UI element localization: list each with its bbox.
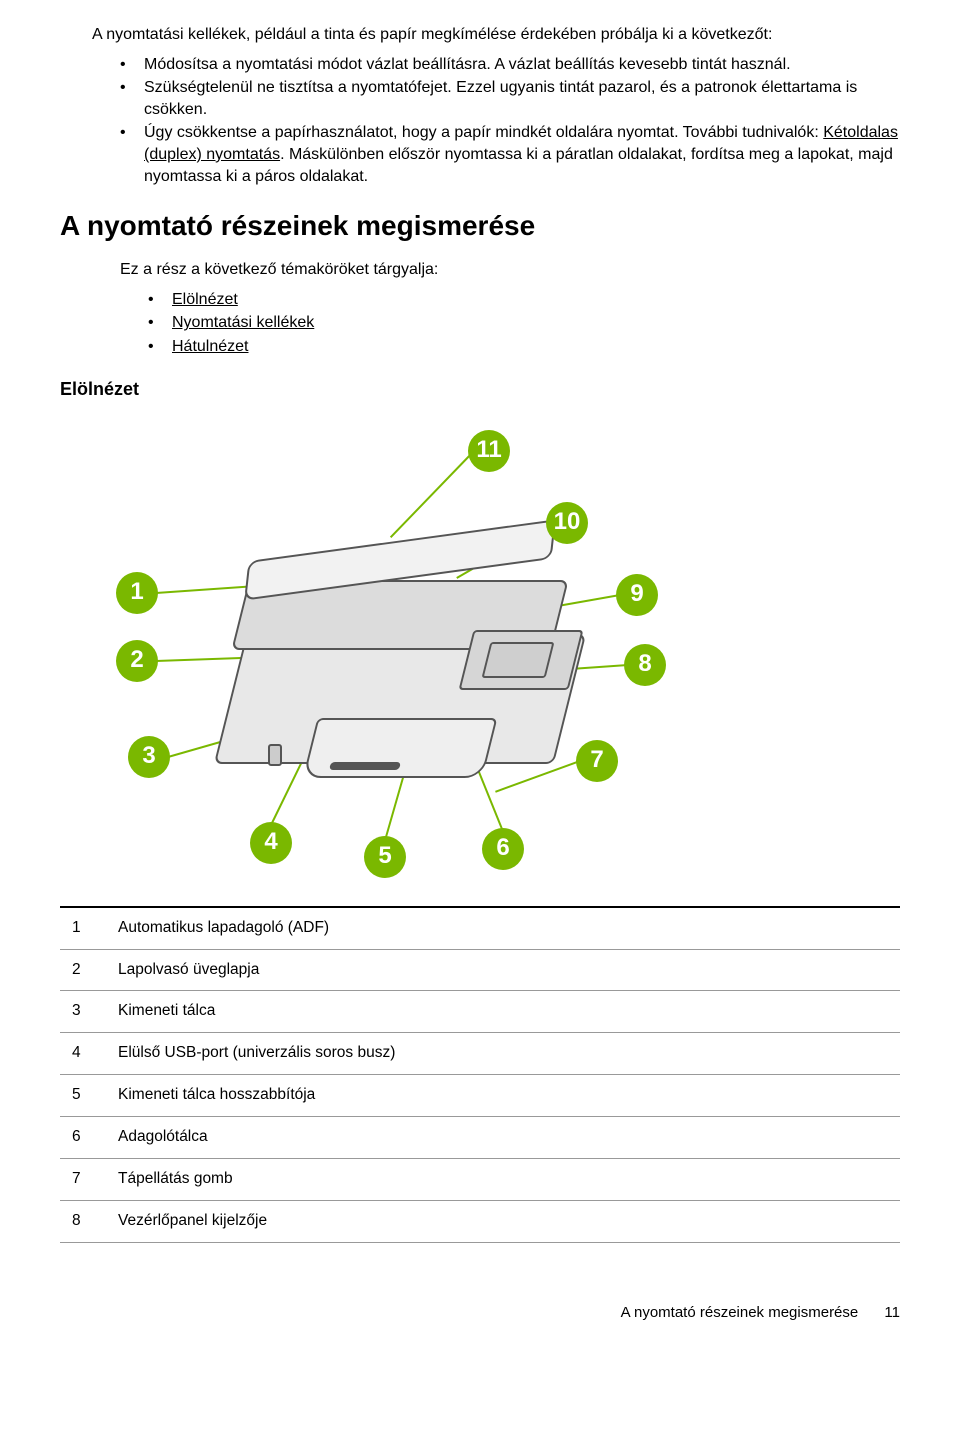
- part-label: Elülső USB-port (univerzális soros busz): [106, 1033, 900, 1075]
- part-label: Adagolótálca: [106, 1117, 900, 1159]
- leader-line: [390, 450, 475, 538]
- supplies-link[interactable]: Nyomtatási kellékek: [172, 314, 314, 331]
- callout-badge-10: 10: [546, 502, 588, 544]
- topic-links: Elölnézet Nyomtatási kellékek Hátulnézet: [60, 289, 900, 358]
- parts-table: 1Automatikus lapadagoló (ADF)2Lapolvasó …: [60, 906, 900, 1243]
- rear-view-link[interactable]: Hátulnézet: [172, 338, 249, 355]
- table-row: 1Automatikus lapadagoló (ADF): [60, 907, 900, 949]
- table-row: 7Tápellátás gomb: [60, 1159, 900, 1201]
- callout-badge-9: 9: [616, 574, 658, 616]
- part-number: 7: [60, 1159, 106, 1201]
- table-row: 3Kimeneti tálca: [60, 991, 900, 1033]
- list-text: Úgy csökkentse a papírhasználatot, hogy …: [144, 124, 823, 141]
- footer-page-number: 11: [884, 1303, 900, 1323]
- leader-line: [495, 760, 580, 793]
- part-number: 5: [60, 1075, 106, 1117]
- subsection-intro: Ez a rész a következő témaköröket tárgya…: [60, 259, 900, 281]
- list-item: Szükségtelenül ne tisztítsa a nyomtatófe…: [120, 77, 900, 120]
- part-number: 4: [60, 1033, 106, 1075]
- part-label: Vezérlőpanel kijelzője: [106, 1201, 900, 1243]
- part-label: Kimeneti tálca: [106, 991, 900, 1033]
- callout-badge-2: 2: [116, 640, 158, 682]
- table-row: 8Vezérlőpanel kijelzője: [60, 1201, 900, 1243]
- list-item: Elölnézet: [148, 289, 900, 311]
- part-number: 1: [60, 907, 106, 949]
- part-number: 2: [60, 949, 106, 991]
- callout-badge-8: 8: [624, 644, 666, 686]
- list-item: Nyomtatási kellékek: [148, 312, 900, 334]
- list-item: Hátulnézet: [148, 336, 900, 358]
- intro-paragraph: A nyomtatási kellékek, például a tinta é…: [60, 24, 900, 46]
- front-view-link[interactable]: Elölnézet: [172, 291, 238, 308]
- subsection-heading: Elölnézet: [60, 377, 900, 401]
- part-number: 8: [60, 1201, 106, 1243]
- callout-badge-5: 5: [364, 836, 406, 878]
- callout-badge-7: 7: [576, 740, 618, 782]
- callout-badge-11: 11: [468, 430, 510, 472]
- part-number: 6: [60, 1117, 106, 1159]
- leader-line: [271, 759, 303, 823]
- section-heading: A nyomtató részeinek megismerése: [60, 207, 900, 245]
- page-footer: A nyomtató részeinek megismerése 11: [60, 1303, 900, 1323]
- table-row: 2Lapolvasó üveglapja: [60, 949, 900, 991]
- part-label: Lapolvasó üveglapja: [106, 949, 900, 991]
- callout-badge-1: 1: [116, 572, 158, 614]
- table-row: 5Kimeneti tálca hosszabbítója: [60, 1075, 900, 1117]
- printer-screen: [482, 642, 555, 678]
- list-item: Módosítsa a nyomtatási módot vázlat beál…: [120, 54, 900, 76]
- callout-badge-6: 6: [482, 828, 524, 870]
- part-number: 3: [60, 991, 106, 1033]
- callout-badge-3: 3: [128, 736, 170, 778]
- table-row: 4Elülső USB-port (univerzális soros busz…: [60, 1033, 900, 1075]
- part-label: Kimeneti tálca hosszabbítója: [106, 1075, 900, 1117]
- part-label: Tápellátás gomb: [106, 1159, 900, 1201]
- callout-badge-4: 4: [250, 822, 292, 864]
- intro-bullets: Módosítsa a nyomtatási módot vázlat beál…: [60, 54, 900, 188]
- list-item: Úgy csökkentse a papírhasználatot, hogy …: [120, 122, 900, 187]
- table-row: 6Adagolótálca: [60, 1117, 900, 1159]
- printer-diagram: 1 2 3 4 5 6 11 10 9 8 7: [100, 424, 720, 884]
- printer-usb-port: [268, 744, 282, 766]
- footer-title: A nyomtató részeinek megismerése: [621, 1304, 859, 1321]
- printer-tray-slot: [329, 762, 401, 770]
- part-label: Automatikus lapadagoló (ADF): [106, 907, 900, 949]
